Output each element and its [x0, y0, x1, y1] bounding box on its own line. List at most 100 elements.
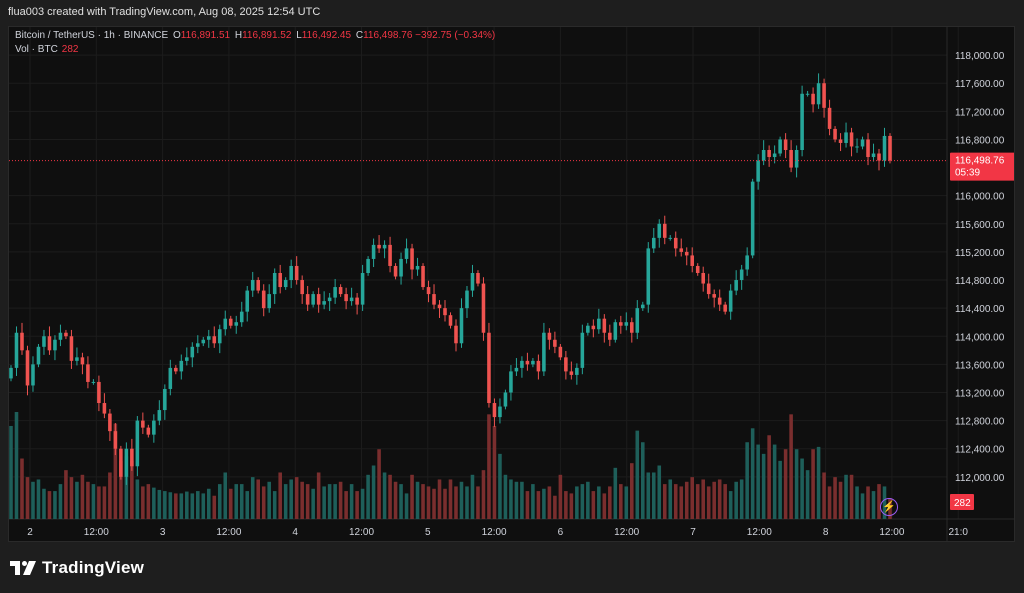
candle-body[interactable]: [388, 244, 392, 266]
candle-body[interactable]: [822, 83, 826, 108]
candle-body[interactable]: [371, 244, 376, 259]
candle-body[interactable]: [267, 294, 271, 309]
candle-body[interactable]: [333, 287, 337, 298]
candle-body[interactable]: [712, 294, 716, 298]
candle-body[interactable]: [124, 448, 129, 477]
candle-body[interactable]: [487, 332, 491, 404]
candle-body[interactable]: [662, 223, 667, 238]
candle-body[interactable]: [838, 139, 843, 143]
volume-label[interactable]: Vol · BTC: [15, 44, 58, 55]
candle-body[interactable]: [613, 322, 618, 340]
candle-body[interactable]: [739, 269, 744, 281]
candle-body[interactable]: [772, 153, 777, 158]
candle-body[interactable]: [690, 255, 695, 266]
candle-body[interactable]: [404, 248, 409, 259]
candle-body[interactable]: [520, 360, 524, 368]
candle-body[interactable]: [239, 311, 244, 323]
candle-body[interactable]: [91, 381, 96, 383]
candle-body[interactable]: [179, 360, 184, 372]
candle-body[interactable]: [569, 371, 574, 375]
candle-body[interactable]: [102, 403, 107, 414]
candle-body[interactable]: [36, 346, 41, 365]
candle-body[interactable]: [827, 107, 832, 129]
candle-body[interactable]: [322, 301, 326, 305]
candle-body[interactable]: [80, 357, 85, 365]
candle-body[interactable]: [476, 273, 480, 284]
candle-body[interactable]: [338, 287, 343, 295]
candle-body[interactable]: [844, 132, 848, 143]
candle-body[interactable]: [64, 332, 68, 337]
candle-body[interactable]: [212, 336, 217, 344]
candle-body[interactable]: [761, 150, 766, 161]
candle-body[interactable]: [14, 332, 19, 368]
candle-body[interactable]: [47, 336, 52, 351]
candle-body[interactable]: [481, 283, 486, 333]
candle-body[interactable]: [174, 367, 178, 372]
candle-body[interactable]: [217, 329, 222, 344]
lightning-icon[interactable]: ⚡: [880, 498, 898, 516]
candle-body[interactable]: [734, 280, 738, 291]
candle-body[interactable]: [630, 322, 634, 333]
candle-body[interactable]: [547, 332, 552, 340]
candle-body[interactable]: [536, 360, 541, 372]
candle-body[interactable]: [20, 332, 24, 351]
candle-body[interactable]: [778, 139, 782, 154]
candle-body[interactable]: [657, 223, 662, 238]
candle-body[interactable]: [640, 304, 645, 309]
candle-body[interactable]: [586, 325, 590, 333]
candle-body[interactable]: [695, 265, 700, 273]
candle-body[interactable]: [108, 413, 112, 432]
candle-body[interactable]: [575, 367, 579, 375]
candle-body[interactable]: [509, 371, 513, 393]
candle-body[interactable]: [410, 248, 414, 270]
candle-body[interactable]: [311, 294, 315, 305]
candle-body[interactable]: [651, 237, 656, 249]
candle-body[interactable]: [97, 381, 101, 404]
candle-body[interactable]: [146, 427, 151, 435]
candle-body[interactable]: [542, 332, 546, 372]
candle-body[interactable]: [157, 410, 162, 421]
candle-body[interactable]: [432, 294, 436, 305]
chart-pane[interactable]: 112,000.00 112,400.00 112,800.00 113,200.00…: [8, 26, 1015, 542]
candle-body[interactable]: [888, 135, 892, 161]
candle-body[interactable]: [871, 153, 876, 158]
candle-body[interactable]: [377, 244, 381, 249]
candle-body[interactable]: [316, 294, 321, 305]
candle-body[interactable]: [86, 364, 90, 382]
candle-body[interactable]: [728, 290, 733, 312]
candle-body[interactable]: [283, 280, 288, 288]
candle-body[interactable]: [800, 93, 804, 150]
candle-body[interactable]: [31, 364, 35, 386]
candle-body[interactable]: [278, 273, 282, 288]
candle-body[interactable]: [514, 367, 519, 372]
candle-body[interactable]: [360, 273, 365, 305]
candle-body[interactable]: [608, 332, 612, 340]
candle-body[interactable]: [399, 258, 403, 277]
candle-body[interactable]: [437, 304, 442, 309]
candle-body[interactable]: [185, 357, 189, 361]
candle-body[interactable]: [256, 280, 261, 291]
candle-body[interactable]: [789, 150, 793, 168]
candle-body[interactable]: [272, 273, 277, 295]
candle-body[interactable]: [421, 265, 425, 288]
candle-body[interactable]: [300, 280, 304, 295]
candle-body[interactable]: [190, 346, 195, 358]
candle-body[interactable]: [393, 265, 398, 277]
candle-body[interactable]: [152, 420, 156, 435]
candle-body[interactable]: [602, 318, 607, 333]
candle-body[interactable]: [42, 336, 46, 347]
candle-body[interactable]: [597, 318, 601, 330]
candle-body[interactable]: [794, 150, 799, 168]
candlestick-chart[interactable]: 112,000.00 112,400.00 112,800.00 113,200.00…: [9, 27, 1015, 542]
candle-body[interactable]: [717, 297, 722, 305]
candle-body[interactable]: [498, 406, 502, 418]
candle-body[interactable]: [684, 251, 689, 256]
candle-body[interactable]: [646, 248, 651, 305]
candle-body[interactable]: [228, 318, 233, 326]
candle-body[interactable]: [531, 360, 535, 365]
candle-body[interactable]: [119, 448, 123, 477]
candle-body[interactable]: [783, 139, 788, 150]
candle-body[interactable]: [811, 93, 815, 105]
candle-body[interactable]: [289, 265, 293, 281]
candle-body[interactable]: [580, 332, 585, 368]
